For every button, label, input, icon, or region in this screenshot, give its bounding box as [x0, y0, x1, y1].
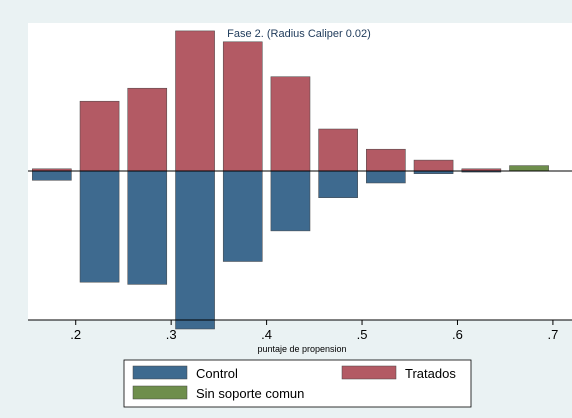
bar-control-4 — [222, 170, 263, 262]
legend-swatch-control — [132, 365, 188, 380]
x-tick-label-1: .3 — [166, 327, 177, 342]
bar-tratados-6 — [318, 128, 358, 172]
x-tick-label-4: .6 — [452, 327, 463, 342]
legend-swatch-tratados — [341, 365, 397, 380]
legend: Control Tratados Sin soporte comun — [123, 359, 472, 408]
bar-tratados-4 — [222, 41, 263, 172]
x-tick-label-0: .2 — [70, 327, 81, 342]
bar-tratados-8 — [413, 159, 454, 172]
bar-sin-soporte-comun-10 — [509, 165, 549, 172]
bar-tratados-2 — [127, 87, 168, 172]
bar-tratados-5 — [270, 76, 311, 172]
bar-control-6 — [318, 170, 358, 198]
legend-label-sin-soporte-comun: Sin soporte comun — [196, 386, 304, 401]
bar-control-0 — [32, 170, 72, 181]
x-tick-label-2: .4 — [261, 327, 272, 342]
x-tick-label-5: .7 — [547, 327, 558, 342]
bar-tratados-3 — [175, 30, 215, 172]
chart-title: Fase 2. (Radius Caliper 0.02) — [227, 28, 371, 40]
legend-swatch-sin-soporte-comun — [132, 385, 188, 400]
x-tick-label-3: .5 — [357, 327, 368, 342]
x-axis-ticks: .2 .3 .4 .5 .6 .7 — [70, 320, 558, 342]
bar-control-1 — [79, 170, 120, 283]
bar-control-7 — [366, 170, 406, 184]
x-axis-label: puntaje de propension — [257, 344, 346, 354]
legend-label-tratados: Tratados — [405, 366, 456, 381]
bar-tratados-1 — [79, 100, 120, 172]
bars-layer — [32, 30, 549, 330]
bar-tratados-7 — [366, 148, 406, 172]
bar-control-5 — [270, 170, 311, 232]
bar-control-2 — [127, 170, 168, 285]
legend-label-control: Control — [196, 366, 238, 381]
bar-control-3 — [175, 170, 215, 330]
